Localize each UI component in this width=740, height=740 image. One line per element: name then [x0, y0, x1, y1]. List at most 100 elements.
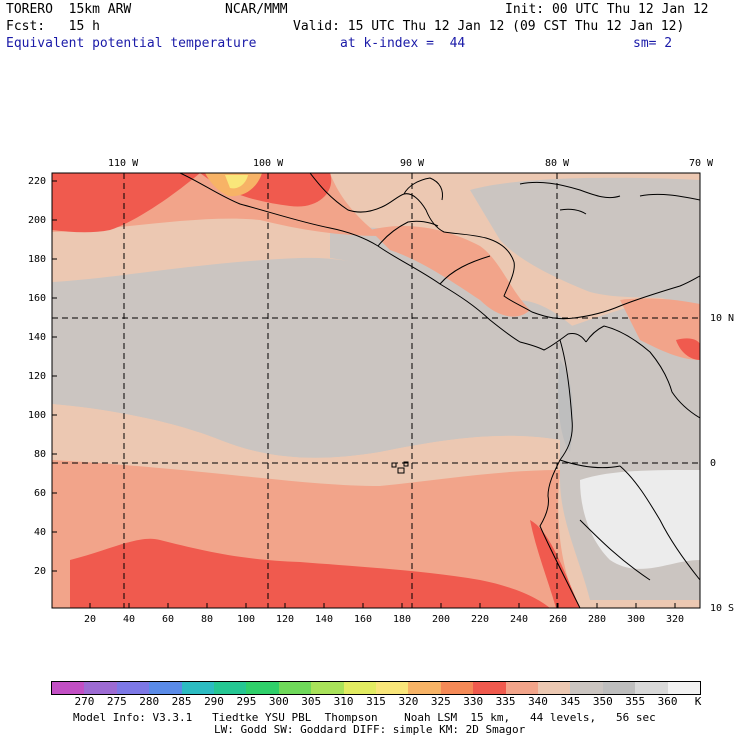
forecast-hour: Fcst: 15 h	[6, 19, 100, 34]
colorbar-swatch	[214, 682, 247, 694]
colorbar-swatch	[570, 682, 604, 694]
y-tick-label: 40	[33, 527, 46, 538]
colorbar-label: 320	[398, 695, 419, 708]
coast-gulf-caribbean	[309, 173, 700, 320]
colorbar-label: 295	[236, 695, 257, 708]
border-honduras-nicaragua	[439, 255, 491, 285]
shade-tan-band	[52, 404, 560, 486]
x-tick-label: 240	[509, 614, 529, 625]
shade-dark-andes	[558, 360, 573, 452]
y-tick-label: 20	[33, 566, 46, 577]
x-tick-label: 300	[626, 614, 646, 625]
x-tick-label: 280	[587, 614, 607, 625]
colorbar-label: 335	[495, 695, 516, 708]
y-tick-label: 220	[27, 176, 46, 187]
colorbar-swatch	[52, 682, 85, 694]
colorbar-swatch	[311, 682, 345, 694]
colorbar-label: 310	[333, 695, 354, 708]
y-tick-label: 140	[27, 332, 46, 343]
y-tick-label: 160	[27, 293, 46, 304]
colorbar-label: 360	[657, 695, 678, 708]
x-tick-label: 120	[275, 614, 295, 625]
colorbar-swatch	[635, 682, 669, 694]
y-tick-label: 60	[33, 488, 46, 499]
x-tick-label: 220	[470, 614, 490, 625]
colorbar-swatch	[602, 682, 636, 694]
colorbar-label: 290	[204, 695, 224, 708]
x-tick-label: 60	[161, 614, 175, 625]
x-tick-label: 160	[353, 614, 373, 625]
colorbar-swatch	[408, 682, 442, 694]
lon-label: 100 W	[253, 158, 284, 169]
colorbar-label: 330	[463, 695, 484, 708]
map-frame	[51, 172, 701, 609]
x-tick-label: 80	[200, 614, 214, 625]
coast-ecuador-peru	[539, 459, 581, 608]
lon-label: 80 W	[545, 158, 570, 169]
shade-salmon-central-america	[370, 225, 530, 317]
colorbar-swatch	[538, 682, 571, 694]
x-tick-label: 260	[548, 614, 568, 625]
colorbar-swatch	[473, 682, 507, 694]
border-colombia-venezuela	[603, 325, 700, 419]
coast-mexico-central-america	[179, 173, 587, 351]
colorbar-label: 280	[139, 695, 160, 708]
shade-yellow-mexico	[225, 175, 248, 189]
border-colombia-ecuador	[559, 339, 621, 469]
init-time: Init: 00 UTC Thu 12 Jan 12	[505, 2, 709, 17]
shade-gray-band	[52, 257, 700, 458]
x-tick-label: 20	[83, 614, 97, 625]
colorbar-swatch	[343, 682, 377, 694]
x-tick-label: 200	[431, 614, 451, 625]
lon-label: 90 W	[400, 158, 425, 169]
coast-cuba	[519, 181, 621, 199]
smoothing: sm= 2	[633, 36, 673, 51]
valid-time: Valid: 15 UTC Thu 12 Jan 12 (09 CST Thu …	[293, 19, 685, 34]
shade-coral-coast	[530, 520, 580, 608]
shade-light-andes	[580, 470, 700, 569]
x-tick-label: 40	[122, 614, 136, 625]
colorbar-label: 300	[268, 695, 289, 708]
colorbar-label: 325	[430, 695, 451, 708]
organization: NCAR/MMM	[225, 2, 288, 17]
y-tick-label: 180	[27, 254, 46, 265]
model-info-line1: Model Info: V3.3.1 Tiedtke YSU PBL Thomp…	[73, 711, 656, 724]
colorbar-swatch	[278, 682, 312, 694]
colorbar-label: 355	[625, 695, 646, 708]
lat-label: 10 N	[710, 313, 735, 324]
colorbar-swatch	[440, 682, 474, 694]
y-tick-label: 100	[27, 410, 46, 421]
coast-hispaniola	[639, 193, 700, 201]
border-peru-chile	[579, 519, 651, 581]
colorbar-label: 350	[592, 695, 613, 708]
shade-coral-northwest	[52, 173, 200, 233]
colorbar-label: 270	[74, 695, 95, 708]
shade-coral-venezuela	[676, 338, 700, 360]
lon-label: 110 W	[108, 158, 139, 169]
colorbar-swatch	[181, 682, 215, 694]
colorbar-label: 345	[560, 695, 581, 708]
lat-lon-grid	[52, 173, 700, 608]
field-name: Equivalent potential temperature	[6, 36, 257, 51]
border-panama-colombia	[585, 325, 605, 343]
colorbar-swatch	[84, 682, 118, 694]
y-tick-label: 120	[27, 371, 46, 382]
colorbar-label: 285	[171, 695, 192, 708]
colorbar-label: 340	[528, 695, 548, 708]
colorbar-label: 275	[106, 695, 127, 708]
x-tick-label: 180	[392, 614, 412, 625]
lat-label: 0	[710, 458, 717, 469]
colorbar-label: 305	[301, 695, 322, 708]
border-guatemala	[377, 220, 439, 247]
x-tick-label: 100	[236, 614, 256, 625]
y-tick-label: 200	[27, 215, 46, 226]
colorbar-swatch	[376, 682, 409, 694]
coastlines	[179, 173, 700, 608]
shade-coral-south	[70, 538, 550, 608]
colorbar-label: 315	[366, 695, 386, 708]
colorbar-swatch	[667, 682, 701, 694]
x-tick-label: 320	[665, 614, 685, 625]
y-tick-label: 80	[33, 449, 46, 460]
colorbar-unit: K	[694, 695, 702, 708]
